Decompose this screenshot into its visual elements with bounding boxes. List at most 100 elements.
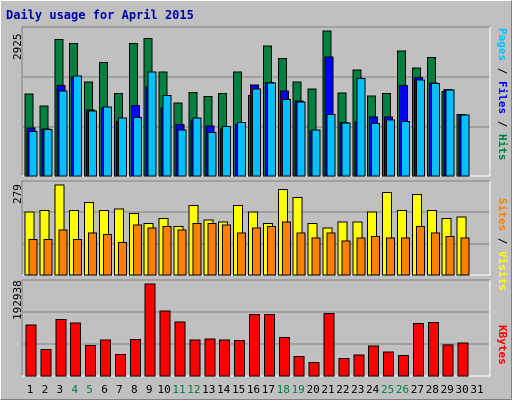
right-label-segment: / (496, 61, 509, 81)
sites-bar-11 (177, 229, 187, 276)
right-label-segment: KBytes (496, 325, 509, 365)
day-label-3: 3 (56, 383, 64, 396)
sites-bar-3 (58, 229, 68, 276)
visits-ymax-label: 279 (11, 184, 24, 204)
sites-bar-25 (386, 237, 396, 276)
sites-bar-23 (356, 237, 366, 276)
right-label-segment: / (496, 231, 509, 251)
kbytes-bar-23 (353, 354, 365, 377)
pages-bar-28 (430, 83, 440, 177)
kbytes-bar-10 (159, 310, 171, 377)
sites-bar-16 (252, 227, 261, 276)
pages-bar-1 (28, 131, 38, 177)
kbytes-bar-30 (457, 342, 469, 377)
pages-bar-27 (415, 79, 425, 177)
pages-bar-8 (132, 117, 142, 177)
kbytes-bar-19 (293, 355, 305, 377)
kbytes-bar-28 (427, 322, 439, 377)
kbytes-bar-25 (383, 351, 395, 377)
pages-bar-13 (207, 131, 217, 177)
pages-bar-11 (177, 129, 187, 177)
sites-bar-22 (341, 240, 351, 276)
day-label-11: 11 (172, 383, 186, 396)
sites-bar-6 (103, 234, 112, 276)
sites-bar-15 (237, 232, 247, 276)
day-label-9: 9 (145, 383, 153, 396)
day-label-26: 26 (395, 383, 410, 396)
sites-bar-29 (445, 235, 455, 276)
right-label-segment: Hits (496, 134, 509, 161)
pages-bar-3 (58, 90, 68, 177)
day-label-18: 18 (276, 383, 290, 396)
right-label-pages-files-hits: Pages / Files / Hits (496, 28, 509, 161)
sites-bar-28 (430, 232, 440, 276)
day-label-29: 29 (440, 383, 454, 396)
right-label-segment: Sites (496, 198, 509, 232)
right-label-segment: Files (496, 81, 509, 115)
pages-bar-9 (147, 71, 157, 177)
pages-bar-14 (222, 125, 232, 177)
kbytes-bar-14 (219, 339, 231, 377)
kbytes-bar-18 (278, 336, 290, 377)
day-label-22: 22 (336, 383, 350, 396)
kbytes-bar-5 (85, 344, 97, 377)
day-label-14: 14 (217, 383, 231, 396)
kbytes-bar-20 (308, 362, 320, 377)
day-label-20: 20 (306, 383, 320, 396)
day-label-31: 31 (470, 383, 484, 396)
kbytes-bar-16 (249, 313, 260, 377)
kbytes-bar-4 (70, 322, 82, 377)
sites-bar-9 (147, 227, 157, 276)
sites-bar-18 (281, 221, 291, 276)
day-label-17: 17 (261, 383, 276, 396)
day-label-15: 15 (231, 383, 246, 396)
sites-bar-13 (207, 222, 217, 276)
day-label-16: 16 (246, 383, 261, 396)
kbytes-bar-26 (398, 354, 409, 377)
sites-bar-24 (371, 235, 381, 276)
day-label-13: 13 (202, 383, 216, 396)
day-label-28: 28 (425, 383, 439, 396)
day-label-4: 4 (71, 383, 78, 396)
sites-bar-1 (28, 239, 38, 276)
kbytes-ymax-label: 192938 (11, 280, 24, 320)
right-label-segment: Visits (496, 251, 509, 291)
pages-bar-18 (281, 98, 291, 177)
pages-bar-17 (266, 82, 276, 177)
day-label-5: 5 (86, 383, 93, 396)
kbytes-bar-15 (234, 340, 246, 377)
day-label-8: 8 (130, 383, 138, 396)
kbytes-bar-29 (442, 344, 454, 377)
right-label-segment: Pages (496, 28, 509, 62)
pages-bar-6 (103, 106, 112, 177)
right-label-sites-visits: Sites / Visits (496, 198, 509, 291)
kbytes-bar-1 (25, 324, 37, 377)
sites-bar-14 (222, 224, 232, 276)
sites-bar-27 (415, 226, 425, 276)
sites-bar-5 (88, 232, 98, 276)
sites-bar-19 (296, 232, 306, 276)
sites-bar-8 (132, 224, 142, 276)
day-label-23: 23 (351, 383, 365, 396)
pages-bar-5 (88, 110, 98, 177)
pages-bar-16 (252, 88, 261, 177)
day-label-1: 1 (26, 383, 34, 396)
right-label-kbytes: KBytes (496, 325, 509, 365)
sites-bar-12 (192, 222, 202, 276)
day-label-25: 25 (380, 383, 395, 396)
chart-title: Daily usage for April 2015 (6, 8, 194, 22)
pages-bar-2 (43, 128, 53, 177)
sites-bar-20 (311, 237, 321, 276)
pages-bar-22 (341, 122, 351, 177)
sites-bar-21 (326, 232, 336, 276)
day-label-7: 7 (116, 383, 123, 396)
sites-bar-10 (162, 226, 172, 276)
kbytes-bar-11 (174, 321, 186, 377)
right-label-segment: / (496, 114, 509, 134)
day-label-12: 12 (187, 383, 201, 396)
day-label-2: 2 (41, 383, 49, 396)
kbytes-bar-22 (338, 357, 350, 377)
kbytes-bar-12 (189, 339, 201, 377)
day-label-30: 30 (455, 383, 469, 396)
pages-bar-20 (311, 129, 321, 177)
